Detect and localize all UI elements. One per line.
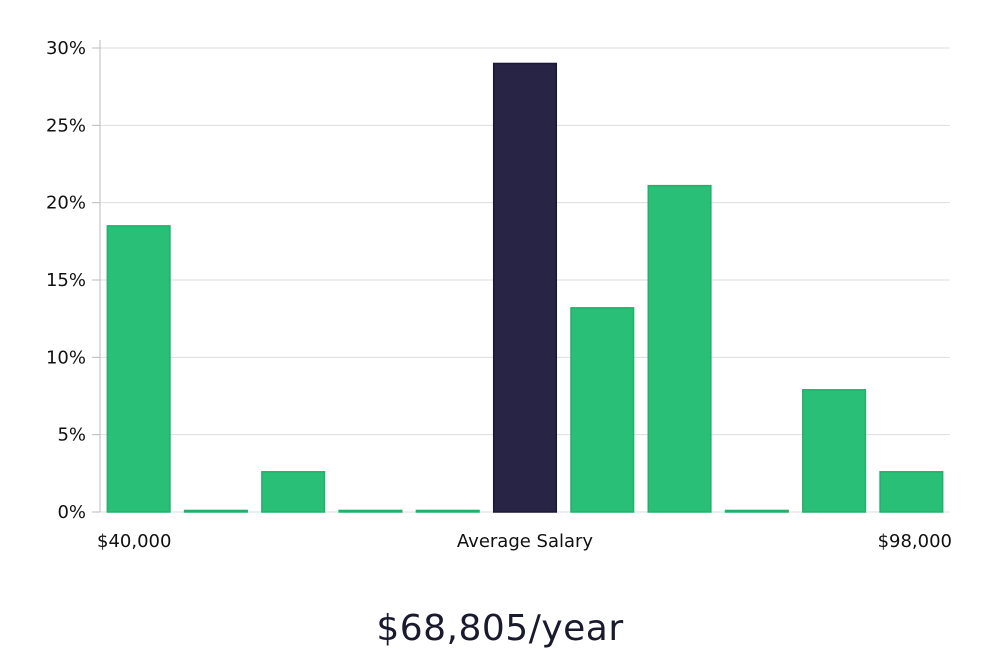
bar (802, 389, 867, 513)
bar (106, 225, 171, 513)
bar (183, 509, 248, 513)
axes (92, 40, 101, 513)
bar (415, 509, 480, 513)
bars (106, 62, 944, 513)
y-tick-label: 5% (57, 425, 86, 446)
y-tick-label: 0% (57, 502, 86, 523)
axis-labels: 0% 5% 10% 15% 20% 25% 30% $40,000 Average Salary… (46, 38, 952, 552)
bar (570, 307, 635, 513)
average-salary-headline: $68,805/year (376, 608, 624, 649)
y-tick-label: 15% (46, 270, 86, 291)
y-tick-label: 25% (46, 115, 86, 136)
bar (879, 471, 944, 513)
bar (261, 471, 326, 513)
chart-canvas: 0% 5% 10% 15% 20% 25% 30% $40,000 Average Salary… (46, 38, 952, 552)
bar (724, 509, 789, 513)
y-tick-label: 10% (46, 347, 86, 368)
y-tick-label: 30% (46, 38, 86, 59)
y-tick-label: 20% (46, 193, 86, 214)
bar-highlight (492, 62, 558, 513)
x-label-center: Average Salary (457, 531, 594, 552)
bar (338, 509, 403, 513)
x-label-max: $98,000 (878, 531, 952, 552)
x-label-min: $40,000 (97, 531, 171, 552)
bar (647, 184, 712, 513)
